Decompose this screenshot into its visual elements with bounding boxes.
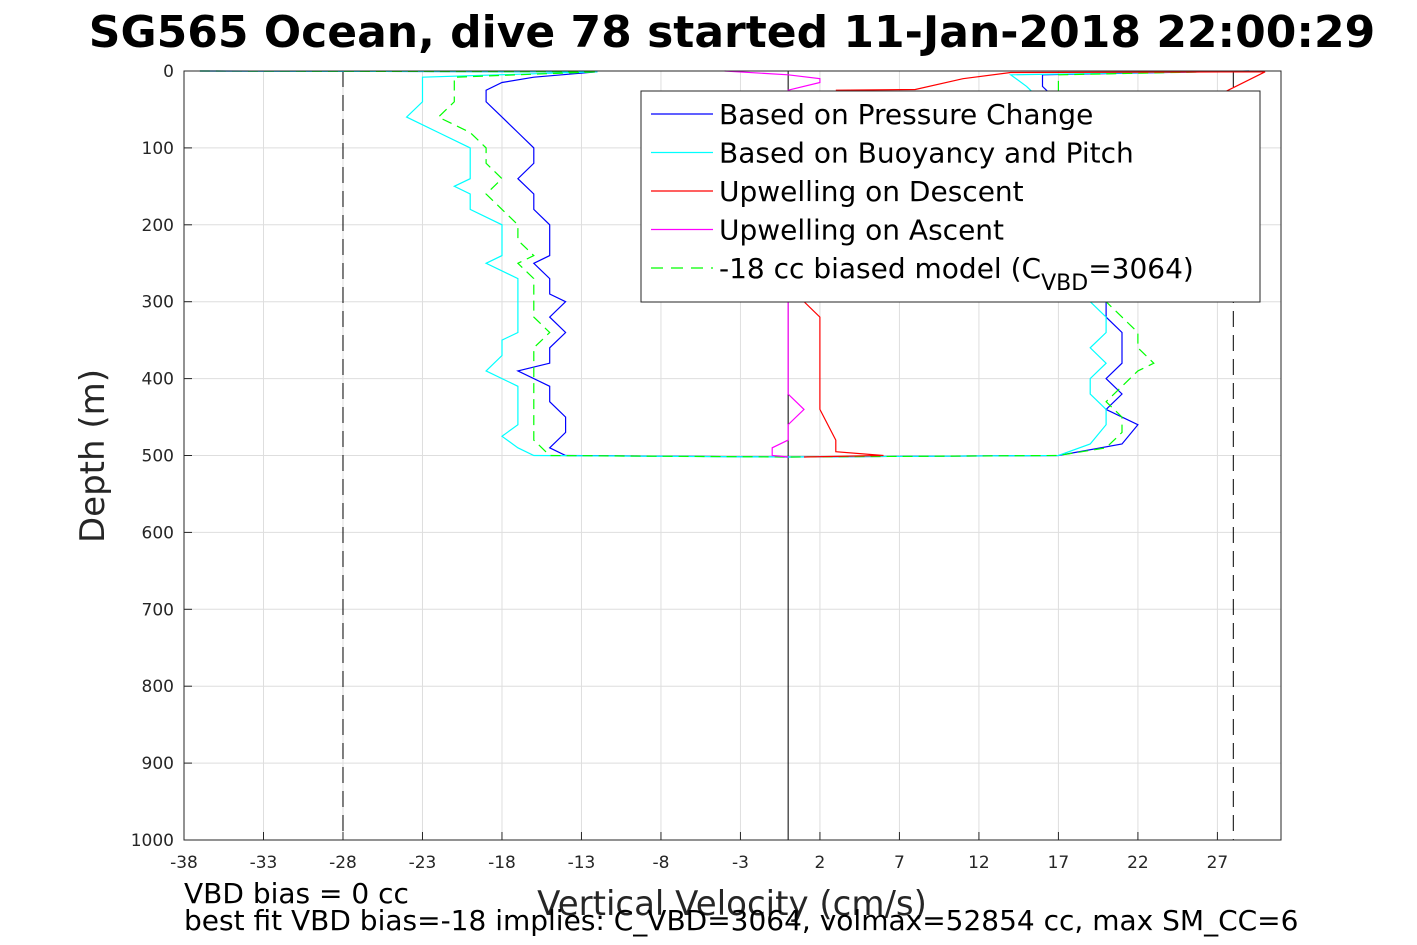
y-axis-ticks: 0 100 200 300 400 500 600 700 800 900 1000 xyxy=(131,62,192,851)
x-tick-label: -3 xyxy=(732,853,749,873)
x-axis-ticks: -38 -33 -28 -23 -18 -13 -8 -3 2 7 12 17 22 27 xyxy=(170,832,1228,873)
y-tick-label: 600 xyxy=(142,523,174,543)
series-line xyxy=(199,70,1250,458)
y-tick-label: 800 xyxy=(142,677,174,697)
x-axis-label: Vertical Velocity (cm/s) xyxy=(537,884,927,924)
series-line xyxy=(199,70,1250,458)
x-tick-label: 12 xyxy=(968,853,990,873)
data-series xyxy=(199,70,1266,458)
legend-label: -18 cc biased model (CVBD=3064) xyxy=(719,252,1194,296)
series-line xyxy=(199,70,1250,458)
y-tick-label: 100 xyxy=(142,139,174,159)
vbd-bias-note: VBD bias = 0 cc xyxy=(184,877,409,910)
y-tick-label: 1000 xyxy=(131,831,174,851)
chart-title: SG565 Ocean, dive 78 started 11-Jan-2018… xyxy=(89,7,1375,58)
series-line xyxy=(724,70,821,458)
legend-label: Based on Buoyancy and Pitch xyxy=(719,137,1134,170)
legend-label: Upwelling on Descent xyxy=(719,175,1024,208)
legend-label: Based on Pressure Change xyxy=(719,98,1093,131)
x-tick-label: -28 xyxy=(329,853,357,873)
x-tick-label: -8 xyxy=(652,853,669,873)
x-tick-label: -33 xyxy=(250,853,278,873)
legend-label: Upwelling on Ascent xyxy=(719,214,1004,247)
y-tick-label: 400 xyxy=(142,370,174,390)
y-tick-label: 900 xyxy=(142,754,174,774)
x-tick-label: -23 xyxy=(409,853,437,873)
y-axis-label: Depth (m) xyxy=(73,369,113,543)
y-tick-label: 0 xyxy=(163,62,174,82)
x-tick-label: -18 xyxy=(488,853,516,873)
y-tick-label: 300 xyxy=(142,293,174,313)
best-fit-note: best fit VBD bias=-18 implies: C_VBD=306… xyxy=(184,904,1298,937)
x-tick-label: 17 xyxy=(1048,853,1070,873)
x-tick-label: -38 xyxy=(170,853,198,873)
y-tick-label: 500 xyxy=(142,447,174,467)
series-line xyxy=(802,71,1266,458)
x-tick-label: 2 xyxy=(815,853,826,873)
x-tick-label: 27 xyxy=(1207,853,1229,873)
legend-box xyxy=(640,90,1261,303)
y-tick-label: 700 xyxy=(142,600,174,620)
x-tick-label: 22 xyxy=(1127,853,1149,873)
legend: Based on Pressure Change Based on Buoyanc… xyxy=(640,90,1261,303)
y-tick-label: 200 xyxy=(142,216,174,236)
x-tick-label: -13 xyxy=(568,853,596,873)
x-tick-label: 7 xyxy=(894,853,905,873)
